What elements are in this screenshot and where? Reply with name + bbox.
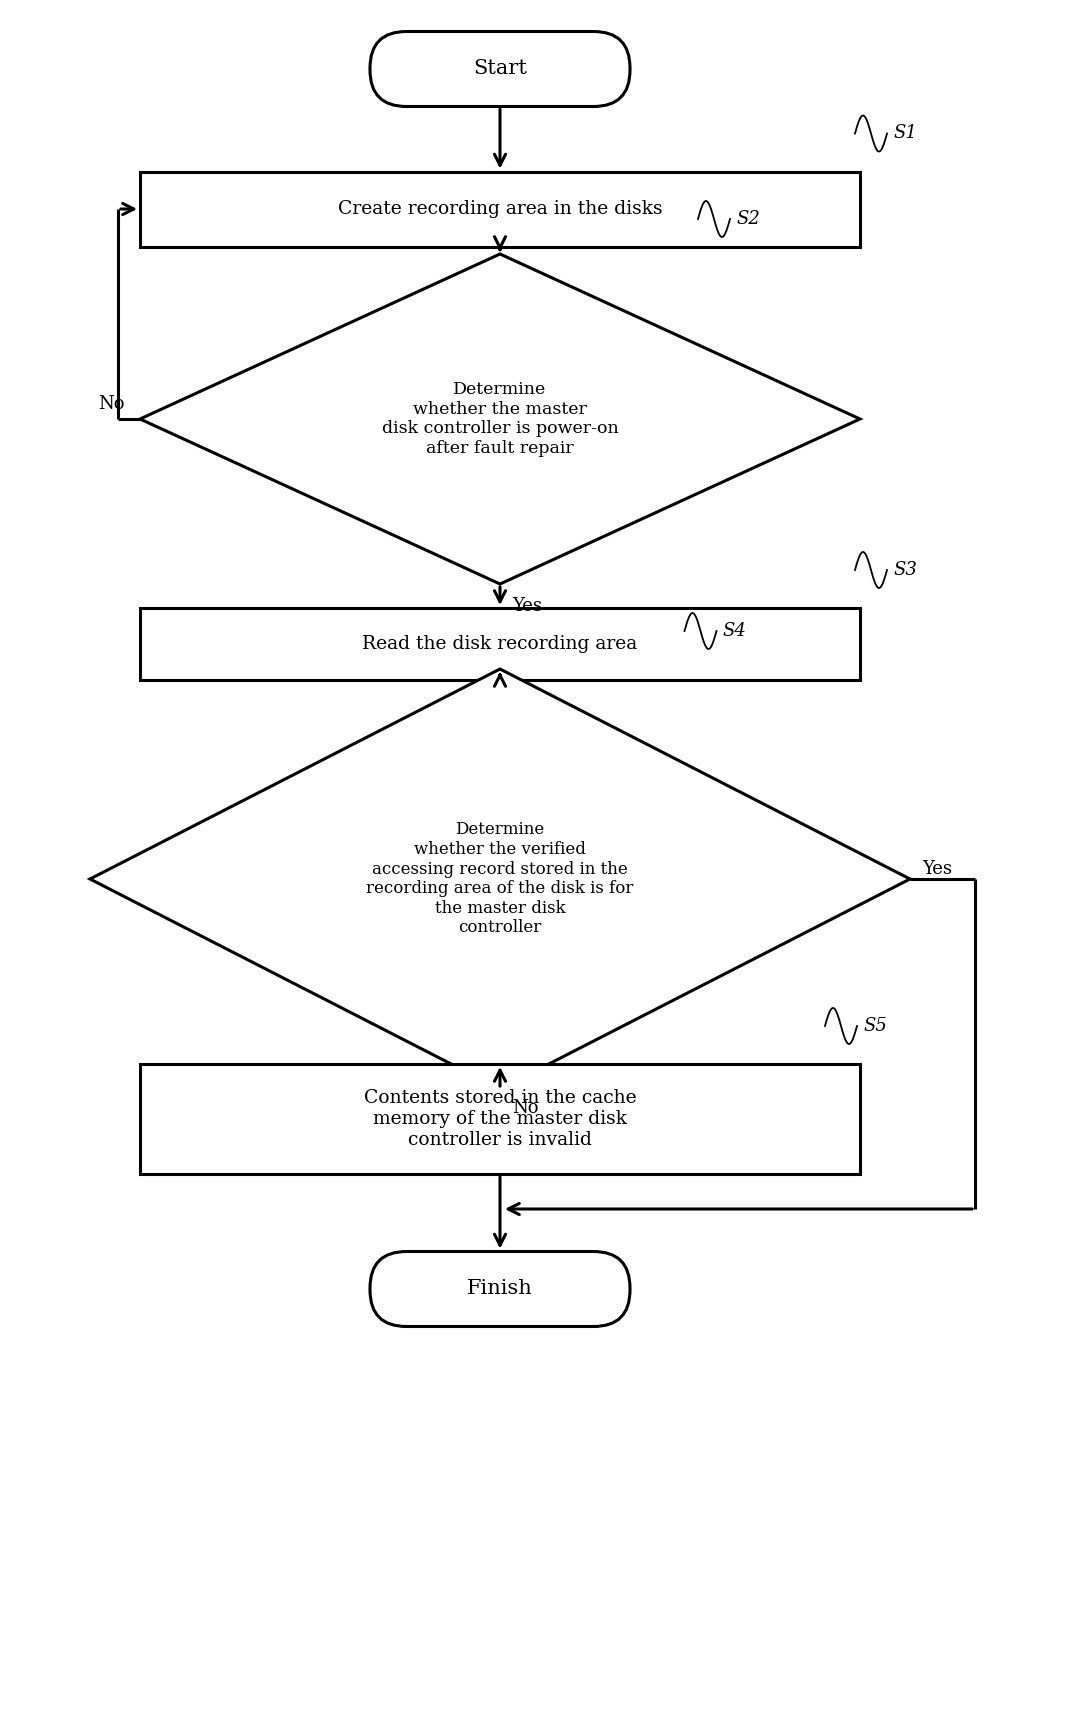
Polygon shape — [140, 254, 860, 584]
Text: Read the disk recording area: Read the disk recording area — [362, 635, 637, 654]
Text: Yes: Yes — [922, 859, 952, 878]
Text: Start: Start — [473, 59, 527, 78]
Text: S1: S1 — [893, 124, 917, 142]
Text: S3: S3 — [893, 560, 917, 579]
Polygon shape — [90, 669, 909, 1089]
Bar — [140, 609, 860, 679]
Bar — [140, 1063, 860, 1174]
Text: No: No — [99, 394, 125, 413]
Text: Determine
whether the verified
accessing record stored in the
recording area of : Determine whether the verified accessing… — [366, 821, 634, 937]
Text: Create recording area in the disks: Create recording area in the disks — [338, 201, 662, 218]
Bar — [140, 171, 860, 247]
Text: No: No — [512, 1100, 539, 1117]
FancyBboxPatch shape — [370, 1252, 630, 1326]
Text: S2: S2 — [736, 209, 760, 228]
Text: Yes: Yes — [512, 597, 542, 616]
Text: Determine
whether the master
disk controller is power-on
after fault repair: Determine whether the master disk contro… — [382, 380, 618, 456]
Text: S4: S4 — [723, 622, 747, 640]
FancyBboxPatch shape — [370, 31, 630, 107]
Text: S5: S5 — [863, 1017, 887, 1036]
Text: Contents stored in the cache
memory of the master disk
controller is invalid: Contents stored in the cache memory of t… — [364, 1089, 636, 1148]
Text: Finish: Finish — [467, 1279, 533, 1298]
